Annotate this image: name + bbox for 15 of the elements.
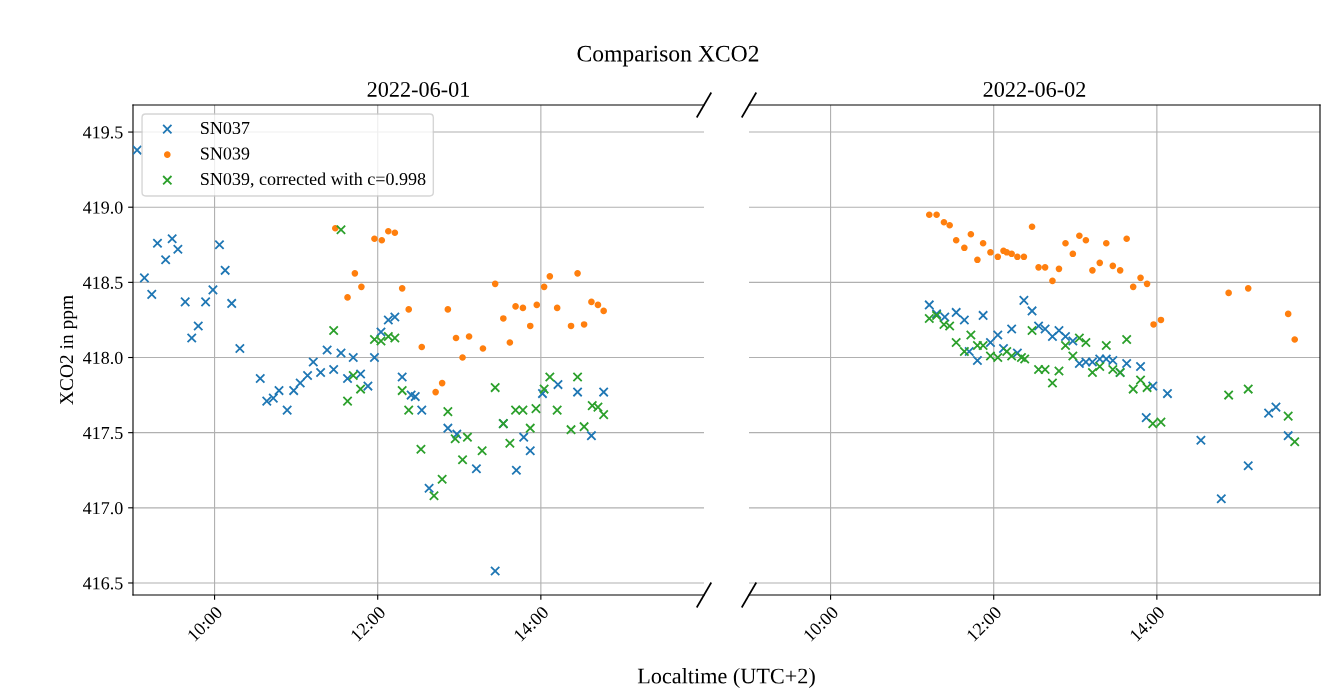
y-tick-label: 416.5	[83, 577, 123, 590]
legend-label: SN039, corrected with c=0.998	[201, 172, 426, 188]
legend-label: SN039	[201, 147, 250, 160]
y-tick-label: 417.0	[83, 502, 123, 515]
y-tick-label: 419.0	[83, 201, 123, 214]
y-tick-label: 418.5	[83, 276, 123, 289]
legend-label: SN037	[201, 121, 250, 135]
chart-title: Comparison XCO2	[577, 45, 759, 67]
chart-subtitle: 2022-06-01	[367, 81, 470, 97]
x-axis-title: Localtime (UTC+2)	[637, 667, 815, 689]
y-tick-label: 419.5	[83, 126, 123, 139]
y-axis-title: XCO2 in ppm	[60, 295, 78, 405]
chart-subtitle: 2022-06-02	[983, 81, 1086, 97]
y-tick-label: 417.5	[83, 427, 123, 440]
y-tick-label: 418.0	[83, 351, 123, 365]
